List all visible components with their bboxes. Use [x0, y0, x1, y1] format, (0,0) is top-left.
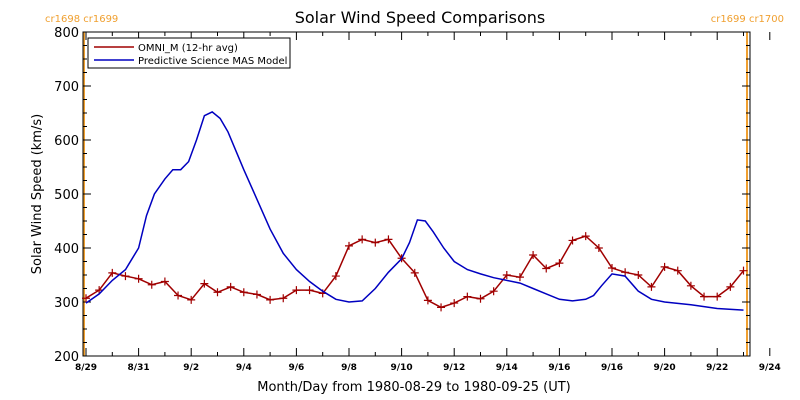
carrington-label: cr1698 cr1699: [45, 14, 118, 25]
x-tick-label: 9/10: [391, 363, 413, 373]
data-point: [226, 282, 235, 291]
carrington-label: cr1699 cr1700: [711, 14, 784, 25]
data-point: [542, 264, 551, 273]
data-point: [358, 235, 367, 244]
data-point: [515, 273, 524, 282]
x-tick-label: 9/24: [759, 363, 781, 373]
y-tick-label: 500: [54, 188, 79, 203]
x-tick-label: 9/12: [443, 363, 465, 373]
data-point: [555, 259, 564, 268]
data-point: [82, 294, 90, 303]
data-point: [608, 263, 616, 272]
y-tick-label: 200: [54, 350, 79, 365]
legend: OMNI_M (12-hr avg) Predictive Science MA…: [87, 37, 291, 69]
data-point: [489, 287, 498, 296]
data-point: [174, 291, 183, 300]
data-point: [581, 232, 590, 241]
data-point: [621, 268, 630, 277]
chart-title: Solar Wind Speed Comparisons: [295, 8, 546, 27]
data-point: [292, 286, 301, 295]
data-point: [673, 266, 682, 275]
data-point: [660, 262, 669, 271]
y-tick-label: 600: [54, 134, 79, 149]
data-point: [305, 286, 314, 295]
legend-box: [87, 37, 291, 69]
x-tick-label: 9/14: [496, 363, 518, 373]
data-point: [713, 292, 722, 301]
data-point: [279, 294, 288, 303]
x-axis-label: Month/Day from 1980-08-29 to 1980-09-25 …: [257, 380, 570, 395]
data-point: [410, 268, 419, 277]
x-axis: 8/29 8/31 9/2 9/4 9/6 9/8 9/10 9/12 9/14 9/16 9/16…: [75, 32, 781, 373]
data-point: [594, 244, 603, 252]
data-point: [147, 280, 156, 289]
data-point: [463, 292, 472, 301]
y-axis: 200 300 400 500 600 700 800: [54, 26, 750, 365]
x-tick-label: 9/22: [706, 363, 728, 373]
y-tick-label: 800: [54, 26, 79, 41]
x-tick-label: 9/20: [654, 363, 676, 373]
data-point: [437, 303, 446, 312]
data-point: [726, 282, 735, 291]
data-point: [371, 238, 380, 247]
data-point: [739, 266, 748, 275]
x-tick-label: 8/31: [128, 363, 150, 373]
y-tick-label: 300: [54, 296, 79, 311]
y-axis-label: Solar Wind Speed (km/s): [30, 114, 45, 274]
x-tick-label: 9/6: [288, 363, 304, 373]
data-point: [502, 271, 511, 279]
legend-label-omni: OMNI_M (12-hr avg): [138, 43, 238, 54]
data-point: [331, 272, 340, 281]
data-point: [568, 236, 577, 245]
data-point: [529, 251, 538, 260]
data-point: [187, 295, 196, 304]
data-point: [647, 282, 656, 291]
y-tick-label: 400: [54, 242, 79, 257]
x-tick-label: 9/2: [183, 363, 199, 373]
data-point: [686, 281, 695, 290]
data-point: [121, 272, 130, 281]
plot-frame: [82, 31, 751, 357]
x-tick-label: 9/4: [236, 363, 252, 373]
y-tick-label: 700: [54, 80, 79, 95]
data-point: [345, 241, 353, 250]
data-point: [108, 268, 117, 277]
series-layer: [82, 111, 748, 312]
data-point: [634, 271, 643, 279]
x-tick-label: 9/16: [548, 363, 570, 373]
data-point: [252, 290, 261, 299]
data-point: [95, 286, 104, 295]
data-point: [200, 279, 209, 288]
data-point: [266, 295, 275, 304]
data-point: [134, 274, 143, 283]
x-tick-label: 8/29: [75, 363, 97, 373]
data-point: [700, 292, 709, 301]
data-point: [476, 294, 485, 303]
series-line-1: [85, 111, 744, 311]
data-point: [450, 299, 459, 308]
data-point: [213, 288, 222, 297]
data-point: [423, 296, 432, 305]
legend-label-mas: Predictive Science MAS Model: [138, 56, 287, 67]
data-point: [384, 235, 393, 244]
data-point: [160, 277, 169, 286]
x-tick-label: 9/8: [341, 363, 357, 373]
data-point: [239, 288, 248, 297]
x-tick-label: 9/16: [601, 363, 623, 373]
